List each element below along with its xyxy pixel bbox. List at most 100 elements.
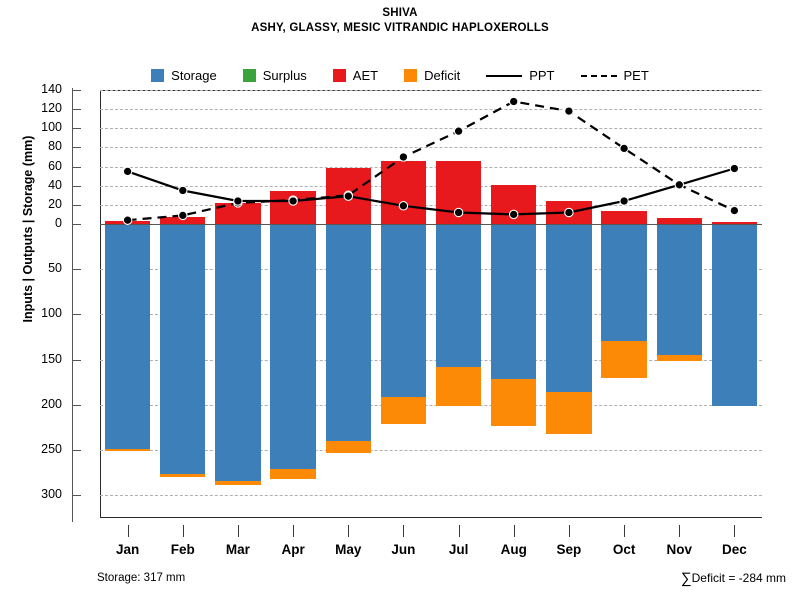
bar-group-sep[interactable] [546, 90, 592, 520]
bar-segment-deficit [546, 392, 592, 434]
y-axis-tick [72, 404, 81, 406]
bar-segment-deficit [656, 354, 702, 362]
x-axis-tick [458, 525, 460, 537]
bar-group-jun[interactable] [380, 90, 427, 520]
y-axis-tick-label: 300 [41, 487, 62, 501]
x-axis-tick [348, 525, 350, 537]
y-axis-tick [72, 185, 81, 187]
bar-segment-deficit [215, 480, 261, 486]
bar-segment-deficit [380, 397, 427, 424]
x-axis-label-aug: Aug [500, 542, 527, 557]
x-axis-label-jun: Jun [391, 542, 416, 557]
gridline [100, 495, 762, 496]
bar-segment-storage [380, 224, 427, 398]
bar-segment-storage [601, 224, 647, 341]
legend-item-pet[interactable]: PET [580, 68, 649, 83]
x-axis-label-feb: Feb [170, 542, 195, 557]
bar-group-dec[interactable] [711, 90, 758, 520]
bar-segment-storage [546, 224, 592, 393]
y-axis-tick [72, 449, 81, 451]
bar-segment-storage [104, 224, 151, 449]
bar-group-oct[interactable] [601, 90, 647, 520]
sigma-icon: ∑ [680, 570, 692, 587]
bar-group-jul[interactable] [435, 90, 482, 520]
y-axis-tick [72, 166, 81, 168]
bar-group-mar[interactable] [215, 90, 261, 520]
y-axis-tick [72, 224, 81, 225]
bar-segment-deficit [104, 448, 151, 451]
legend-label: Surplus [262, 68, 307, 83]
chart-legend: Storage Surplus AET Deficit PPT PET [0, 68, 800, 83]
legend-line-pet-icon [580, 74, 617, 77]
bar-segment-storage [215, 224, 261, 481]
legend-item-surplus[interactable]: Surplus [242, 68, 307, 83]
y-axis-tick [72, 269, 81, 271]
deficit-footnote-text: Deficit = -284 mm [691, 571, 786, 585]
x-axis-label-jan: Jan [115, 542, 140, 557]
y-axis-tick-label: 200 [41, 396, 62, 411]
bar-segment-aet [491, 184, 537, 224]
y-axis-tick [72, 128, 81, 130]
legend-item-deficit[interactable]: Deficit [404, 68, 460, 83]
x-axis-tick [403, 525, 405, 537]
legend-item-ppt[interactable]: PPT [486, 68, 555, 83]
bar-segment-deficit [435, 366, 482, 407]
gridline [100, 90, 762, 91]
x-axis-tick [734, 525, 736, 537]
y-axis-tick-label: 0 [55, 216, 62, 230]
legend-swatch-aet-icon [332, 69, 346, 82]
gridline [100, 314, 762, 316]
bar-group-feb[interactable] [160, 90, 206, 520]
bar-group-nov[interactable] [656, 90, 702, 520]
legend-item-aet[interactable]: AET [332, 68, 378, 83]
y-axis-tick-label: 20 [48, 196, 62, 211]
y-axis-tick-label: 100 [41, 120, 62, 135]
bar-segment-aet [215, 202, 261, 224]
bar-segment-deficit [270, 468, 316, 479]
bar-group-may[interactable] [325, 90, 371, 520]
bar-segment-aet [711, 222, 758, 224]
y-axis-tick [72, 90, 81, 91]
gridline [100, 359, 762, 361]
x-axis-label-sep: Sep [556, 542, 582, 557]
bar-segment-aet [601, 210, 647, 224]
chart-title-block: SHIVA ASHY, GLASSY, MESIC VITRANDIC HAPL… [0, 6, 800, 36]
bar-segment-storage [711, 224, 758, 407]
y-axis-tick [72, 495, 81, 496]
bar-segment-deficit [160, 474, 206, 477]
bar-group-apr[interactable] [270, 90, 316, 520]
x-axis-label-dec: Dec [722, 542, 747, 557]
y-axis-tick [72, 314, 81, 316]
bar-segment-aet [380, 160, 427, 224]
x-axis-label-nov: Nov [666, 542, 692, 557]
x-axis-tick [568, 525, 570, 537]
bar-segment-deficit [491, 379, 537, 427]
x-axis-tick [182, 525, 184, 537]
plot-area [100, 90, 800, 520]
bar-group-aug[interactable] [491, 90, 537, 520]
y-axis-spine [72, 88, 73, 522]
y-axis-tick [72, 147, 81, 149]
legend-label: PPT [529, 68, 555, 83]
zero-line [100, 224, 762, 225]
y-axis-tick-label: 150 [41, 351, 62, 366]
legend-line-ppt-icon [486, 74, 523, 77]
y-axis-tick-label: 100 [41, 306, 62, 321]
gridline [100, 404, 762, 406]
x-axis-tick [679, 525, 681, 537]
x-axis-label-apr: Apr [281, 542, 305, 557]
bar-segment-storage [325, 224, 371, 441]
legend-swatch-storage-icon [151, 69, 165, 82]
y-axis-tick [72, 359, 81, 361]
x-axis-tick [624, 525, 626, 537]
bar-group-jan[interactable] [104, 90, 151, 520]
gridline [100, 449, 762, 451]
legend-label: PET [623, 68, 649, 83]
bar-segment-storage [160, 224, 206, 475]
bar-segment-storage [435, 224, 482, 367]
bar-segment-aet [325, 168, 371, 224]
x-axis-label-may: May [335, 542, 362, 557]
y-axis-tick-label: 80 [48, 139, 62, 154]
bar-segment-storage [656, 224, 702, 355]
legend-item-storage[interactable]: Storage [151, 68, 217, 83]
